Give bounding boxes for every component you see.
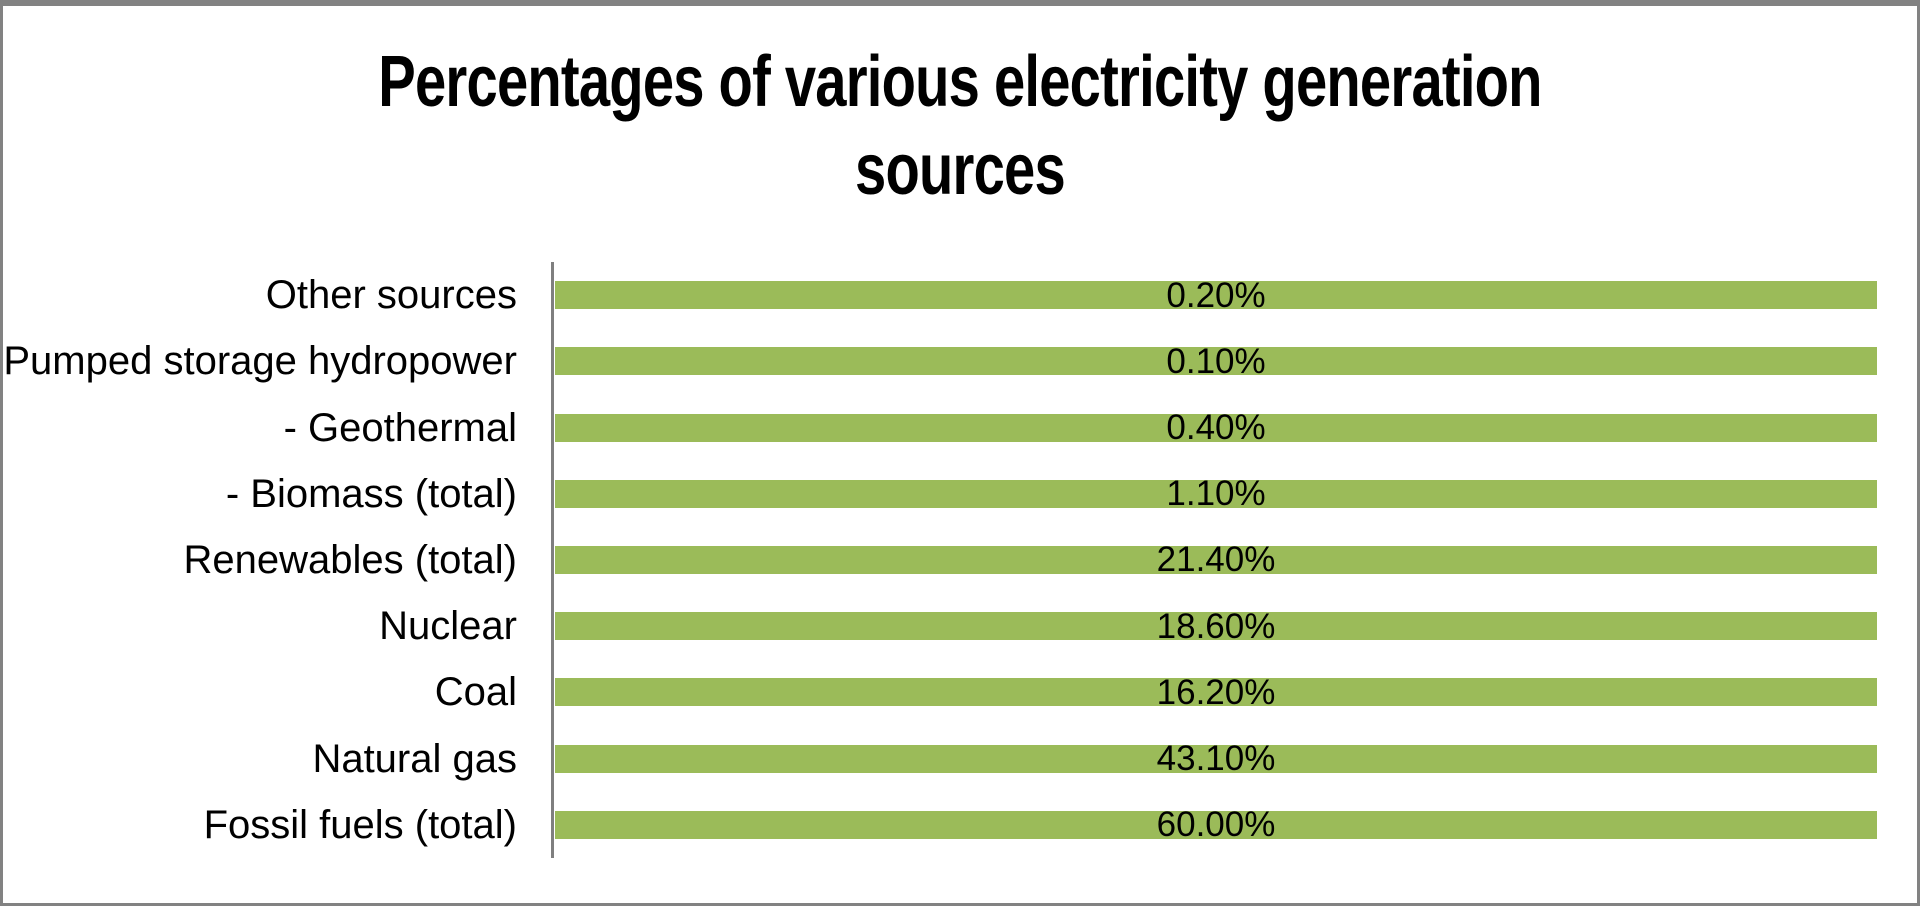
- bar-row: Renewables (total) 21.40%: [3, 527, 1917, 593]
- bar-track: 0.10%: [555, 344, 1877, 379]
- chart-title-line-1: Percentages of various electricity gener…: [378, 42, 1542, 122]
- bar-value-label: 43.10%: [1156, 739, 1276, 779]
- bar-row: Natural gas 43.10%: [3, 726, 1917, 792]
- bar-rows-container: Other sources 0.20% Pumped storage hydropo…: [3, 262, 1917, 858]
- bar-value-label: 60.00%: [1156, 805, 1276, 845]
- bar-value-label: 16.20%: [1156, 672, 1276, 712]
- bar-value-label: 1.10%: [1166, 474, 1266, 514]
- bar-value-label: 18.60%: [1156, 606, 1276, 646]
- category-label: Nuclear: [379, 604, 517, 649]
- bar: 1.10%: [555, 476, 1877, 511]
- bar-track: 16.20%: [555, 675, 1877, 710]
- plot-area: Other sources 0.20% Pumped storage hydropo…: [3, 262, 1917, 858]
- bar-track: 0.40%: [555, 410, 1877, 445]
- category-axis-line: [551, 262, 554, 858]
- category-label: - Biomass (total): [225, 471, 517, 516]
- bar: 0.20%: [555, 278, 1877, 313]
- bar-value-label: 0.20%: [1166, 275, 1266, 315]
- bar: 0.40%: [555, 410, 1877, 445]
- bar-row: Coal 16.20%: [3, 659, 1917, 725]
- category-label: Pumped storage hydropower: [3, 339, 517, 384]
- bar-row: Pumped storage hydropower 0.10%: [3, 328, 1917, 394]
- bar: 43.10%: [555, 741, 1877, 776]
- bar: 16.20%: [555, 675, 1877, 710]
- bar-track: 43.10%: [555, 741, 1877, 776]
- bar-row: Nuclear 18.60%: [3, 593, 1917, 659]
- bar-track: 1.10%: [555, 476, 1877, 511]
- bar-track: 21.40%: [555, 542, 1877, 577]
- chart-title: Percentages of various electricity gener…: [214, 6, 1707, 214]
- bar: 21.40%: [555, 542, 1877, 577]
- bar-row: - Biomass (total) 1.10%: [3, 461, 1917, 527]
- bar-row: Other sources 0.20%: [3, 262, 1917, 328]
- category-label: Natural gas: [312, 736, 517, 781]
- bar-track: 0.20%: [555, 278, 1877, 313]
- bar-value-label: 0.10%: [1166, 341, 1266, 381]
- bar-value-label: 0.40%: [1166, 408, 1266, 448]
- bar-track: 18.60%: [555, 609, 1877, 644]
- category-label: Fossil fuels (total): [203, 802, 517, 847]
- bar: 60.00%: [555, 807, 1877, 842]
- bar-value-label: 21.40%: [1156, 540, 1276, 580]
- category-label: Renewables (total): [183, 537, 518, 582]
- bar-row: Fossil fuels (total) 60.00%: [3, 792, 1917, 858]
- category-label: Coal: [434, 670, 517, 715]
- bar-row: - Geothermal 0.40%: [3, 394, 1917, 460]
- bar-track: 60.00%: [555, 807, 1877, 842]
- chart-title-line-2: sources: [855, 130, 1066, 210]
- category-label: Other sources: [265, 273, 517, 318]
- bar: 0.10%: [555, 344, 1877, 379]
- bar: 18.60%: [555, 609, 1877, 644]
- category-label: - Geothermal: [283, 405, 517, 450]
